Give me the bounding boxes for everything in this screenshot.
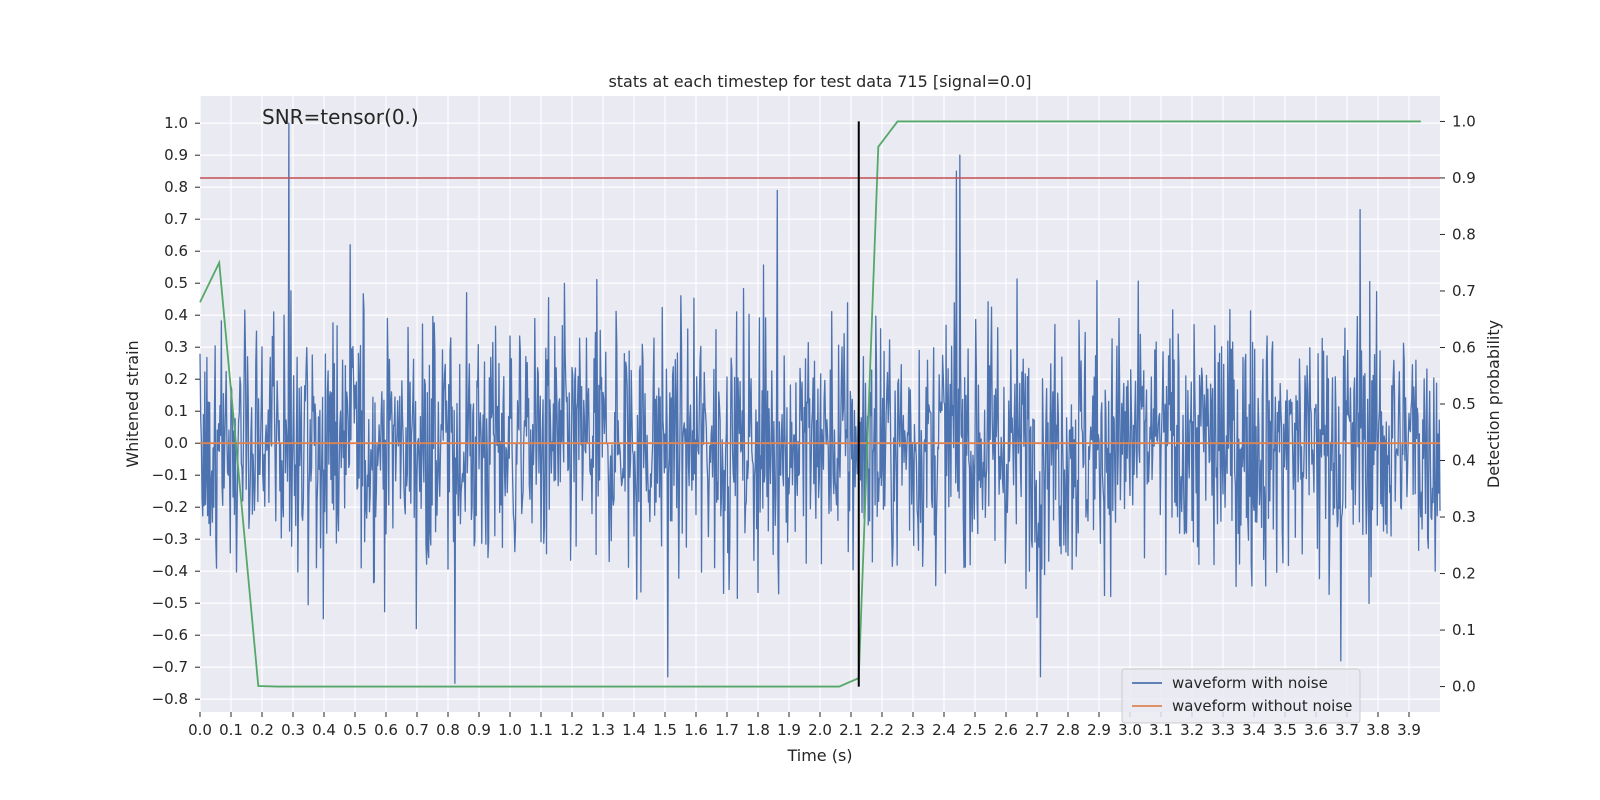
y2-axis-label: Detection probability: [1484, 320, 1503, 488]
y-tick-label: 0.5: [164, 274, 188, 292]
noise-waveform-line: [199, 122, 1441, 684]
y2-tick-label: 0.1: [1452, 621, 1476, 639]
y-tick-label: 0.3: [164, 338, 188, 356]
y2-tick-label: 0.3: [1452, 508, 1476, 526]
x-tick-label: 1.1: [529, 721, 553, 739]
series-detection-probability: [199, 120, 1421, 688]
x-tick-label: 0.5: [343, 721, 367, 739]
y-tick-label: 0.6: [164, 242, 188, 260]
x-tick-label: 2.9: [1087, 721, 1111, 739]
x-tick-label: 2.3: [901, 721, 925, 739]
y-axis-label: Whitened strain: [123, 340, 142, 467]
series-waveform-with-noise: [199, 122, 1441, 684]
x-tick-label: 3.0: [1118, 721, 1142, 739]
y2-tick-label: 0.0: [1452, 678, 1476, 696]
x-tick-label: 3.9: [1397, 721, 1421, 739]
snr-annotation: SNR=tensor(0.): [262, 105, 419, 129]
x-tick-label: 0.0: [188, 721, 212, 739]
x-tick-label: 0.4: [312, 721, 336, 739]
y2-tick-label: 0.2: [1452, 565, 1476, 583]
y-tick-label: 0.8: [164, 178, 188, 196]
x-tick-label: 3.6: [1304, 721, 1328, 739]
chart-title: stats at each timestep for test data 715…: [608, 72, 1031, 91]
y-tick-label: −0.8: [152, 690, 188, 708]
y-tick-label: −0.3: [152, 530, 188, 548]
y-axis-ticks: 1.0 0.9 0.8 0.7 0.6 0.5 0.4 0.3 0.2 0.1 0.0 −0.1 −0.…: [152, 114, 200, 708]
x-tick-label: 0.7: [405, 721, 429, 739]
y-tick-label: 1.0: [164, 114, 188, 132]
x-tick-label: 3.3: [1211, 721, 1235, 739]
x-tick-label: 3.8: [1366, 721, 1390, 739]
y-tick-label: −0.4: [152, 562, 188, 580]
x-tick-label: 3.2: [1180, 721, 1204, 739]
y-tick-label: −0.1: [152, 466, 188, 484]
x-tick-label: 2.8: [1056, 721, 1080, 739]
y-tick-label: 0.4: [164, 306, 188, 324]
x-tick-label: 0.8: [436, 721, 460, 739]
x-tick-label: 3.1: [1149, 721, 1173, 739]
x-tick-label: 1.6: [684, 721, 708, 739]
x-tick-label: 1.0: [498, 721, 522, 739]
legend-label-waveform-with-noise: waveform with noise: [1172, 674, 1328, 692]
y-tick-label: −0.7: [152, 658, 188, 676]
x-tick-label: 0.9: [467, 721, 491, 739]
x-tick-label: 0.2: [250, 721, 274, 739]
y-tick-label: −0.6: [152, 626, 188, 644]
y-tick-label: 0.1: [164, 402, 188, 420]
y-tick-label: −0.5: [152, 594, 188, 612]
x-tick-label: 1.8: [746, 721, 770, 739]
x-tick-label: 1.2: [560, 721, 584, 739]
y2-tick-label: 1.0: [1452, 112, 1476, 130]
legend-box: [1121, 668, 1361, 724]
legend: waveform with noise waveform without noi…: [1121, 668, 1361, 724]
x-tick-label: 0.6: [374, 721, 398, 739]
x-tick-label: 2.5: [963, 721, 987, 739]
y-tick-label: −0.2: [152, 498, 188, 516]
x-tick-label: 2.0: [808, 721, 832, 739]
y2-tick-label: 0.9: [1452, 169, 1476, 187]
x-axis-label: Time (s): [786, 746, 852, 765]
x-tick-label: 1.7: [715, 721, 739, 739]
y2-tick-label: 0.4: [1452, 452, 1476, 470]
legend-label-waveform-without-noise: waveform without noise: [1172, 697, 1352, 715]
x-tick-label: 3.5: [1273, 721, 1297, 739]
y-tick-label: 0.9: [164, 146, 188, 164]
y2-tick-label: 0.7: [1452, 282, 1476, 300]
y-tick-label: 0.0: [164, 434, 188, 452]
probability-line: [199, 120, 1421, 688]
y-tick-label: 0.2: [164, 370, 188, 388]
y2-tick-label: 0.5: [1452, 395, 1476, 413]
x-tick-label: 2.4: [932, 721, 956, 739]
x-tick-label: 2.7: [1025, 721, 1049, 739]
x-tick-label: 2.6: [994, 721, 1018, 739]
x-tick-label: 3.4: [1242, 721, 1266, 739]
x-tick-label: 1.3: [591, 721, 615, 739]
x-tick-label: 0.1: [219, 721, 243, 739]
x-axis-ticks: 0.0 0.1 0.2 0.3 0.4 0.5 0.6 0.7 0.8 0.9 1.0 1.1 1.2 1…: [188, 712, 1421, 739]
y2-tick-label: 0.8: [1452, 225, 1476, 243]
x-tick-label: 2.1: [839, 721, 863, 739]
x-tick-label: 1.5: [653, 721, 677, 739]
y2-axis-ticks: 1.0 0.9 0.8 0.7 0.6 0.5 0.4 0.3 0.2 0.1 0.0: [1440, 112, 1476, 696]
y2-tick-label: 0.6: [1452, 338, 1476, 356]
x-tick-label: 2.2: [870, 721, 894, 739]
x-tick-label: 3.7: [1335, 721, 1359, 739]
x-tick-label: 1.9: [777, 721, 801, 739]
x-tick-label: 1.4: [622, 721, 646, 739]
y-tick-label: 0.7: [164, 210, 188, 228]
x-tick-label: 0.3: [281, 721, 305, 739]
